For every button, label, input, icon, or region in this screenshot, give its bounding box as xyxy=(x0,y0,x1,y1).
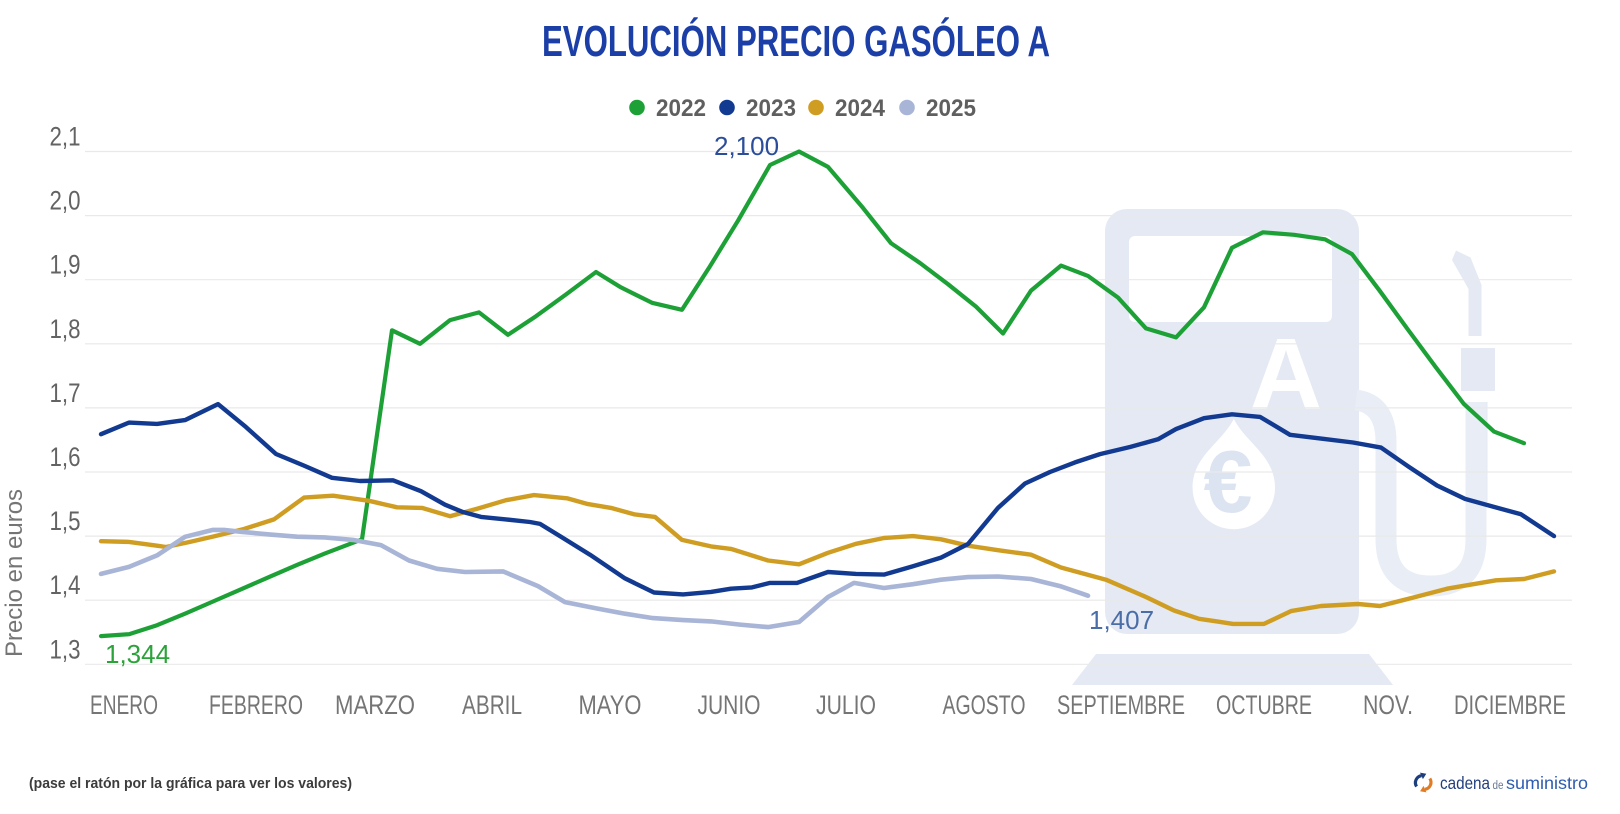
svg-text:1,7: 1,7 xyxy=(50,378,81,408)
svg-text:DICIEMBRE: DICIEMBRE xyxy=(1454,690,1566,720)
svg-text:MAYO: MAYO xyxy=(579,690,642,720)
svg-text:1,8: 1,8 xyxy=(50,314,81,344)
svg-text:2025: 2025 xyxy=(926,95,976,122)
svg-text:1,344: 1,344 xyxy=(105,639,170,669)
svg-text:1,3: 1,3 xyxy=(50,634,81,664)
svg-text:EVOLUCIÓN PRECIO GASÓLEO A: EVOLUCIÓN PRECIO GASÓLEO A xyxy=(542,16,1050,66)
svg-text:ABRIL: ABRIL xyxy=(462,690,522,720)
svg-text:cadena: cadena xyxy=(1440,773,1490,793)
svg-text:(pase el ratón por la gráfica: (pase el ratón por la gráfica para ver l… xyxy=(29,776,352,792)
svg-text:SEPTIEMBRE: SEPTIEMBRE xyxy=(1057,690,1185,720)
svg-text:NOV.: NOV. xyxy=(1363,690,1413,720)
svg-text:1,9: 1,9 xyxy=(50,250,81,280)
svg-text:2022: 2022 xyxy=(656,95,706,122)
svg-text:FEBRERO: FEBRERO xyxy=(209,690,303,720)
svg-text:Precio en euros: Precio en euros xyxy=(1,489,28,657)
svg-text:2023: 2023 xyxy=(746,95,796,122)
svg-text:1,5: 1,5 xyxy=(50,506,81,536)
svg-text:de: de xyxy=(1493,780,1504,792)
svg-text:2024: 2024 xyxy=(835,95,885,122)
svg-text:ENERO: ENERO xyxy=(90,690,158,720)
svg-text:2,100: 2,100 xyxy=(714,131,779,161)
svg-text:2,0: 2,0 xyxy=(50,186,81,216)
svg-text:suministro: suministro xyxy=(1506,773,1588,793)
svg-text:MARZO: MARZO xyxy=(335,690,415,720)
svg-text:A: A xyxy=(1250,319,1323,431)
svg-text:1,407: 1,407 xyxy=(1089,605,1154,635)
svg-text:1,4: 1,4 xyxy=(50,570,81,600)
svg-text:1,6: 1,6 xyxy=(50,442,81,472)
svg-text:JUNIO: JUNIO xyxy=(698,690,761,720)
svg-text:2,1: 2,1 xyxy=(50,122,81,152)
svg-text:€: € xyxy=(1204,432,1253,531)
svg-text:JULIO: JULIO xyxy=(816,690,876,720)
svg-text:AGOSTO: AGOSTO xyxy=(943,690,1026,720)
svg-text:OCTUBRE: OCTUBRE xyxy=(1216,690,1312,720)
